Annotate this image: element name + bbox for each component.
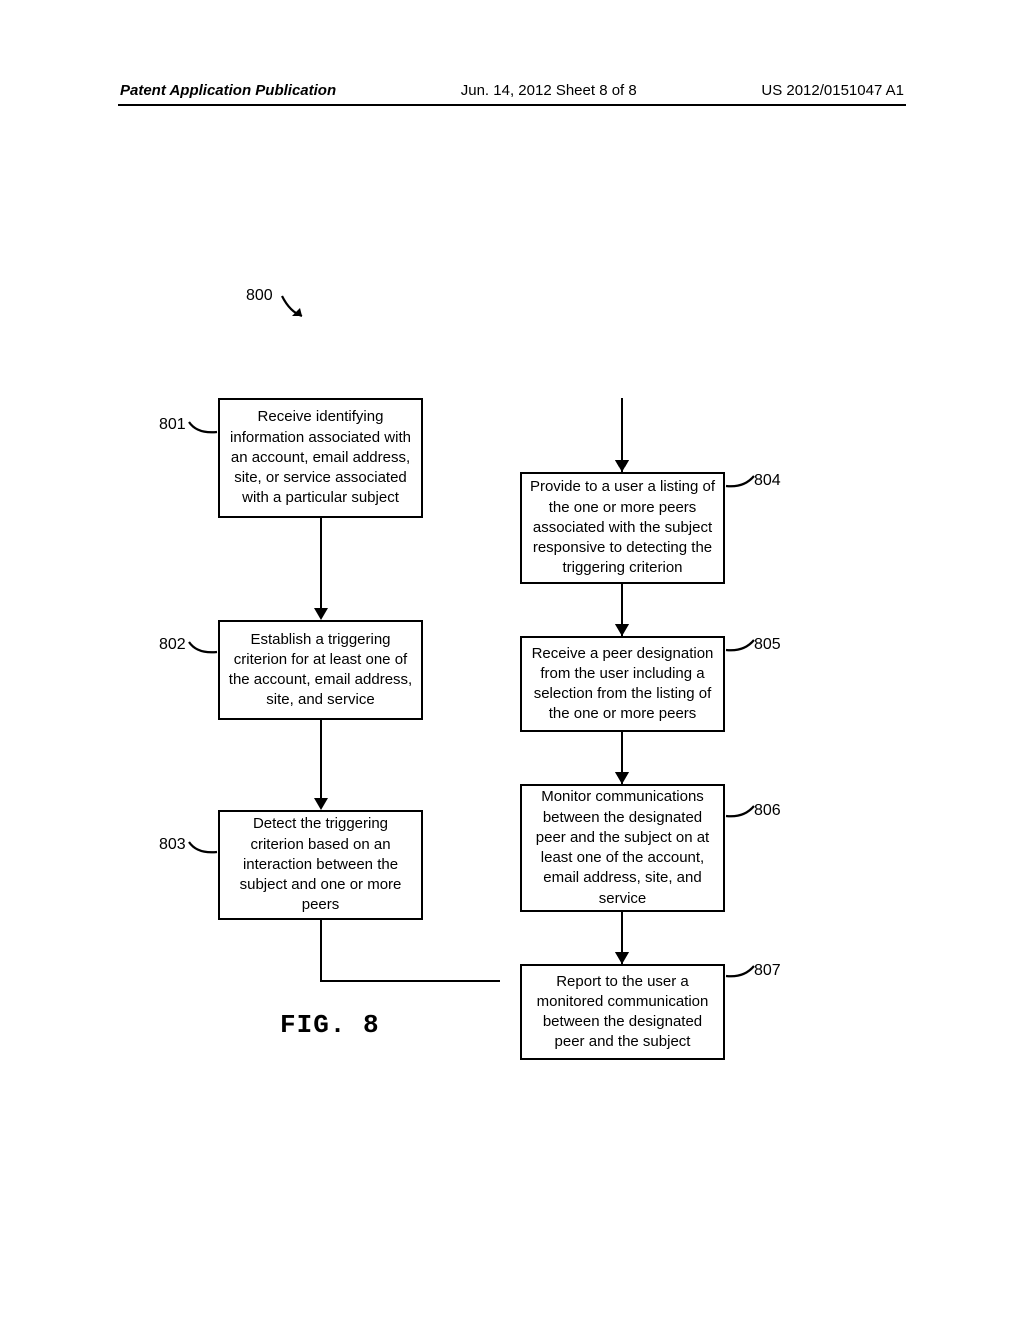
flow-box-807-top: Report to the user a monitored communica… [520, 964, 725, 1060]
ah-806-icon [615, 772, 629, 784]
conn-803-down [320, 920, 322, 980]
hook-807-icon [724, 964, 758, 988]
flow-box-806-text-top: Monitor communications between the desig… [528, 787, 717, 909]
header-center: Jun. 14, 2012 Sheet 8 of 8 [461, 82, 637, 99]
box-label-804: 804 [754, 472, 781, 490]
header-right: US 2012/0151047 A1 [761, 82, 904, 99]
flow-box-805-text-top: Receive a peer designation from the user… [528, 644, 717, 725]
flow-box-807-text-top: Report to the user a monitored communica… [528, 972, 717, 1053]
hook-806-icon [724, 804, 758, 828]
hook-803-icon [187, 840, 221, 864]
figure-title: FIG. 8 [280, 1010, 380, 1040]
flow-box-805-top: Receive a peer designation from the user… [520, 636, 725, 732]
figure-id-hook-icon [280, 294, 320, 324]
ah-805-icon [615, 624, 629, 636]
hook-801-icon [187, 420, 221, 444]
box-label-805: 805 [754, 636, 781, 654]
ah-804-icon [615, 460, 629, 472]
hook-804-icon [724, 474, 758, 498]
page-header: Patent Application Publication Jun. 14, … [0, 82, 1024, 99]
flow-box-801-text: Receive identifying information associat… [226, 407, 415, 508]
hook-805-icon [724, 638, 758, 662]
arrow-801-802 [320, 518, 322, 610]
flow-box-803: Detect the triggering criterion based on… [218, 810, 423, 920]
flow-box-801: Receive identifying information associat… [218, 398, 423, 518]
conn-803-right-short [320, 980, 500, 982]
arrowhead-802-803-icon [314, 798, 328, 810]
arrow-802-803 [320, 720, 322, 800]
box-label-806: 806 [754, 802, 781, 820]
flow-box-803-text: Detect the triggering criterion based on… [226, 814, 415, 915]
box-label-801: 801 [159, 416, 186, 434]
flow-box-804-text-top: Provide to a user a listing of the one o… [528, 477, 717, 578]
ah-807-icon [615, 952, 629, 964]
arrowhead-801-802-icon [314, 608, 328, 620]
flow-box-802-text: Establish a triggering criterion for at … [226, 630, 415, 711]
figure-id-label: 800 [246, 287, 273, 305]
flow-box-806-top: Monitor communications between the desig… [520, 784, 725, 912]
hook-802-icon [187, 640, 221, 664]
box-label-802: 802 [159, 636, 186, 654]
flow-box-804-top: Provide to a user a listing of the one o… [520, 472, 725, 584]
box-label-807: 807 [754, 962, 781, 980]
box-label-803: 803 [159, 836, 186, 854]
header-rule [118, 104, 906, 106]
flow-box-802: Establish a triggering criterion for at … [218, 620, 423, 720]
header-left: Patent Application Publication [120, 82, 336, 99]
